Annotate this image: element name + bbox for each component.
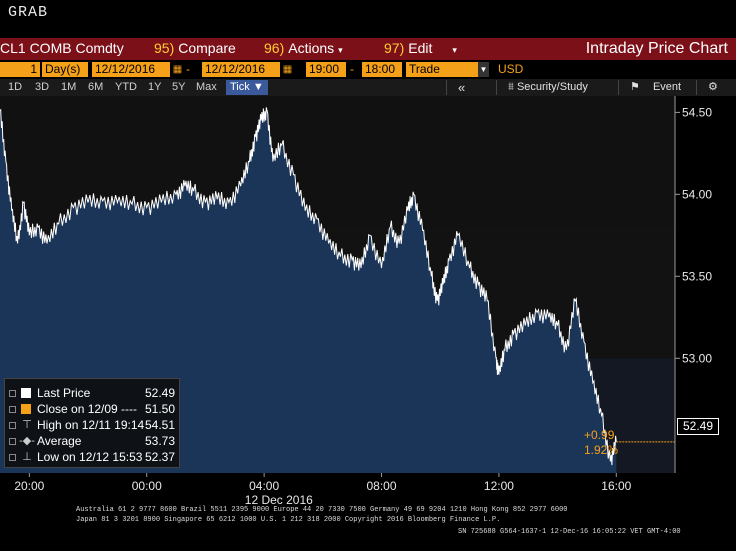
- x-axis-ticks: 20:00 00:00 04:00 08:00 12:00 16:00: [14, 473, 632, 493]
- legend-low[interactable]: ⊥ Low on 12/12 15:53 52.37: [9, 449, 177, 465]
- edit-button[interactable]: 97) Edit ▾: [384, 40, 457, 58]
- range-toolbar: [0, 79, 736, 96]
- legend-high-label: High on 12/11 19:14: [37, 418, 145, 432]
- x-axis-date-label: 12 Dec 2016: [245, 493, 313, 506]
- x-tick-label: 08:00: [367, 479, 397, 493]
- range-ytd[interactable]: YTD: [115, 81, 137, 93]
- legend-last-price[interactable]: Last Price 52.49: [9, 385, 177, 401]
- edit-label: Edit: [408, 40, 433, 56]
- change-percent: 1.92%: [584, 443, 619, 457]
- legend-high-value: 54.51: [144, 418, 175, 432]
- chevron-down-icon[interactable]: ▼: [478, 62, 489, 77]
- flag-icon: ⚑: [630, 81, 640, 93]
- ticker-label[interactable]: CL1 COMB Comdty: [0, 40, 124, 56]
- legend-low-value: 52.37: [144, 450, 175, 464]
- chart-legend: Last Price 52.49 Close on 12/09 ---- 51.…: [4, 378, 180, 468]
- range-5y[interactable]: 5Y: [172, 81, 186, 93]
- legend-close[interactable]: Close on 12/09 ---- 51.50: [9, 401, 177, 417]
- compare-label: Compare: [178, 40, 236, 56]
- y-axis-ticks: 53.00 53.50 54.00 54.50: [675, 105, 712, 365]
- x-tick-label: 00:00: [132, 479, 162, 493]
- end-time-field[interactable]: 18:00: [362, 62, 402, 77]
- divider: [696, 80, 697, 95]
- low-marker-icon: ⊥: [22, 451, 32, 463]
- x-tick-label: 04:00: [249, 479, 279, 493]
- settings-gear-icon[interactable]: ⚙: [708, 81, 718, 93]
- compare-button[interactable]: 95) Compare: [154, 40, 236, 58]
- range-1d[interactable]: 1D: [8, 81, 23, 93]
- legend-last-price-label: Last Price: [37, 386, 91, 400]
- price-line: [0, 107, 617, 466]
- legend-swatch-orange: [21, 404, 31, 414]
- y-tick-label: 54.50: [682, 105, 712, 119]
- time-dash: -: [350, 62, 354, 76]
- edit-caret-icon: ▾: [452, 45, 457, 55]
- x-tick-label: 20:00: [14, 479, 44, 493]
- event-button[interactable]: ⚑ Event: [630, 80, 681, 95]
- legend-swatch-white: [21, 388, 31, 398]
- compare-number: 95): [154, 40, 175, 56]
- legend-checkbox[interactable]: [9, 422, 16, 429]
- legend-average-label: Average: [37, 434, 82, 448]
- average-marker-icon: -◆-: [19, 435, 35, 447]
- calendar-icon[interactable]: ▦: [172, 62, 183, 77]
- range-6m[interactable]: 6M: [88, 81, 104, 93]
- legend-checkbox[interactable]: [9, 406, 16, 413]
- footer-contacts-1: Australia 61 2 9777 8600 Brazil 5511 239…: [76, 506, 568, 514]
- legend-checkbox[interactable]: [9, 454, 16, 461]
- actions-label: Actions: [288, 40, 335, 56]
- calendar-icon[interactable]: ▦: [282, 62, 293, 77]
- currency-label[interactable]: USD: [498, 62, 524, 76]
- range-3d[interactable]: 3D: [35, 81, 50, 93]
- y-tick-label: 53.00: [682, 351, 712, 365]
- tick-label: Tick: [230, 81, 250, 93]
- divider: [618, 80, 619, 95]
- actions-caret-icon: ▾: [338, 45, 343, 55]
- screen-label: GRAB: [8, 4, 49, 21]
- start-date-field[interactable]: 12/12/2016: [92, 62, 170, 77]
- start-time-field[interactable]: 19:00: [306, 62, 346, 77]
- legend-checkbox[interactable]: [9, 390, 16, 397]
- study-icon: ⩩: [508, 81, 514, 93]
- back-icon[interactable]: «: [458, 80, 466, 95]
- period-unit-field[interactable]: Day(s): [42, 62, 88, 77]
- edit-number: 97): [384, 40, 405, 56]
- footer-contacts-2: Japan 81 3 3201 8900 Singapore 65 6212 1…: [76, 516, 501, 524]
- range-1y[interactable]: 1Y: [148, 81, 162, 93]
- y-tick-label: 54.00: [682, 187, 712, 201]
- legend-close-label: Close on 12/09 ----: [37, 402, 138, 416]
- legend-average-value: 53.73: [144, 434, 175, 448]
- divider: [446, 80, 447, 95]
- change-absolute: +0.99: [584, 428, 615, 442]
- legend-close-value: 51.50: [144, 402, 175, 416]
- legend-low-label: Low on 12/12 15:53: [37, 450, 143, 464]
- end-date-field[interactable]: 12/12/2016: [202, 62, 280, 77]
- legend-average[interactable]: -◆- Average 53.73: [9, 433, 177, 449]
- tick-dropdown[interactable]: Tick ▼: [226, 80, 268, 95]
- legend-high[interactable]: ⊤ High on 12/11 19:14 54.51: [9, 417, 177, 433]
- chart-title: Intraday Price Chart: [585, 40, 728, 57]
- event-select[interactable]: Trade: [406, 62, 478, 77]
- date-dash: -: [186, 62, 190, 76]
- security-study-button[interactable]: ⩩ Security/Study: [508, 80, 588, 95]
- x-tick-label: 12:00: [484, 479, 514, 493]
- x-tick-label: 16:00: [601, 479, 631, 493]
- event-label: Event: [652, 81, 682, 93]
- last-price-tag: 52.49: [677, 418, 719, 435]
- range-max[interactable]: Max: [196, 81, 217, 93]
- divider: [496, 80, 497, 95]
- range-1m[interactable]: 1M: [61, 81, 77, 93]
- legend-checkbox[interactable]: [9, 438, 16, 445]
- legend-last-price-value: 52.49: [144, 386, 175, 400]
- actions-button[interactable]: 96) Actions ▾: [264, 40, 343, 58]
- footer-session: SN 725688 G564-1637-1 12-Dec-16 16:05:22…: [458, 528, 681, 536]
- command-bar: [0, 38, 736, 60]
- actions-number: 96): [264, 40, 285, 56]
- high-marker-icon: ⊤: [22, 419, 32, 431]
- security-study-label: Security/Study: [516, 81, 588, 93]
- period-count-field[interactable]: 1: [0, 62, 40, 77]
- y-tick-label: 53.50: [682, 269, 712, 283]
